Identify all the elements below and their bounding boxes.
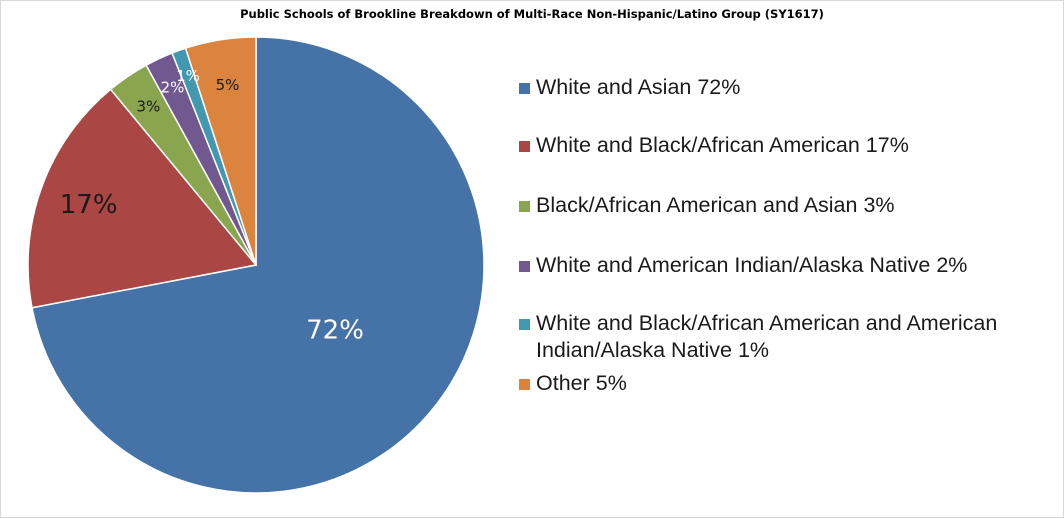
legend-item-4: White and American Indian/Alaska Native … bbox=[519, 252, 1056, 279]
legend-label: Other 5% bbox=[536, 371, 627, 395]
legend-item-3: Black/African American and Asian 3% bbox=[519, 192, 1056, 219]
legend-item-5: White and Black/African American and Ame… bbox=[519, 310, 1056, 364]
data-label-3: 3% bbox=[136, 98, 160, 116]
data-label-2: 17% bbox=[60, 190, 118, 220]
legend-label: White and Black/African American and Ame… bbox=[536, 311, 998, 362]
pie-slice-6 bbox=[184, 36, 257, 266]
legend-item-6: Other 5% bbox=[519, 370, 1056, 397]
data-label-5: 1% bbox=[176, 67, 200, 85]
pie-slice-2 bbox=[27, 88, 258, 309]
legend-item-2: White and Black/African American 17% bbox=[519, 132, 1056, 159]
legend-label: White and Asian 72% bbox=[536, 75, 741, 99]
legend-swatch bbox=[519, 83, 530, 94]
pie-slice-1 bbox=[31, 36, 485, 494]
legend-label: White and Black/African American 17% bbox=[536, 133, 909, 157]
legend-label: White and American Indian/Alaska Native … bbox=[536, 253, 968, 277]
legend-swatch bbox=[519, 141, 530, 152]
data-label-4: 2% bbox=[161, 79, 185, 97]
chart-title: Public Schools of Brookline Breakdown of… bbox=[240, 7, 824, 21]
legend-swatch bbox=[519, 379, 530, 390]
data-label-1: 72% bbox=[306, 315, 364, 345]
legend-label: Black/African American and Asian 3% bbox=[536, 193, 895, 217]
legend-swatch bbox=[519, 261, 530, 272]
legend-swatch bbox=[519, 201, 530, 212]
data-label-6: 5% bbox=[216, 76, 240, 94]
legend-swatch bbox=[519, 319, 530, 330]
legend-item-1: White and Asian 72% bbox=[519, 74, 1056, 101]
